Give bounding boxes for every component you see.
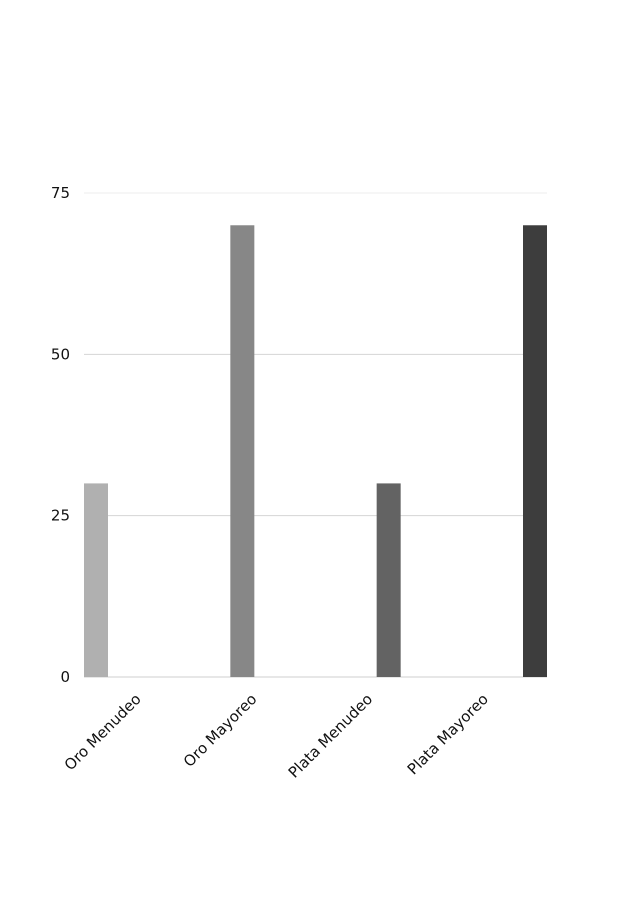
y-tick-label: 25 [51, 507, 70, 525]
bar-plata-mayoreo [523, 225, 547, 677]
bar-plata-menudeo [376, 483, 401, 677]
x-category-label: Plata Mayoreo [404, 690, 492, 778]
gridlines [84, 192, 547, 678]
y-tick-label: 75 [51, 184, 70, 202]
x-category-label: Plata Menudeo [285, 690, 376, 781]
y-axis-tick-labels: 0 25 50 75 [51, 184, 70, 686]
y-tick-label: 50 [51, 345, 70, 363]
x-category-label: Oro Menudeo [61, 690, 145, 774]
x-category-label: Oro Mayoreo [180, 690, 261, 771]
bar-oro-mayoreo [230, 225, 255, 677]
y-tick-label: 0 [60, 668, 70, 686]
bar-oro-menudeo [84, 483, 108, 677]
bars [84, 225, 547, 677]
x-axis-category-labels: Oro Menudeo Oro Mayoreo Plata Menudeo Plata… [61, 690, 492, 781]
